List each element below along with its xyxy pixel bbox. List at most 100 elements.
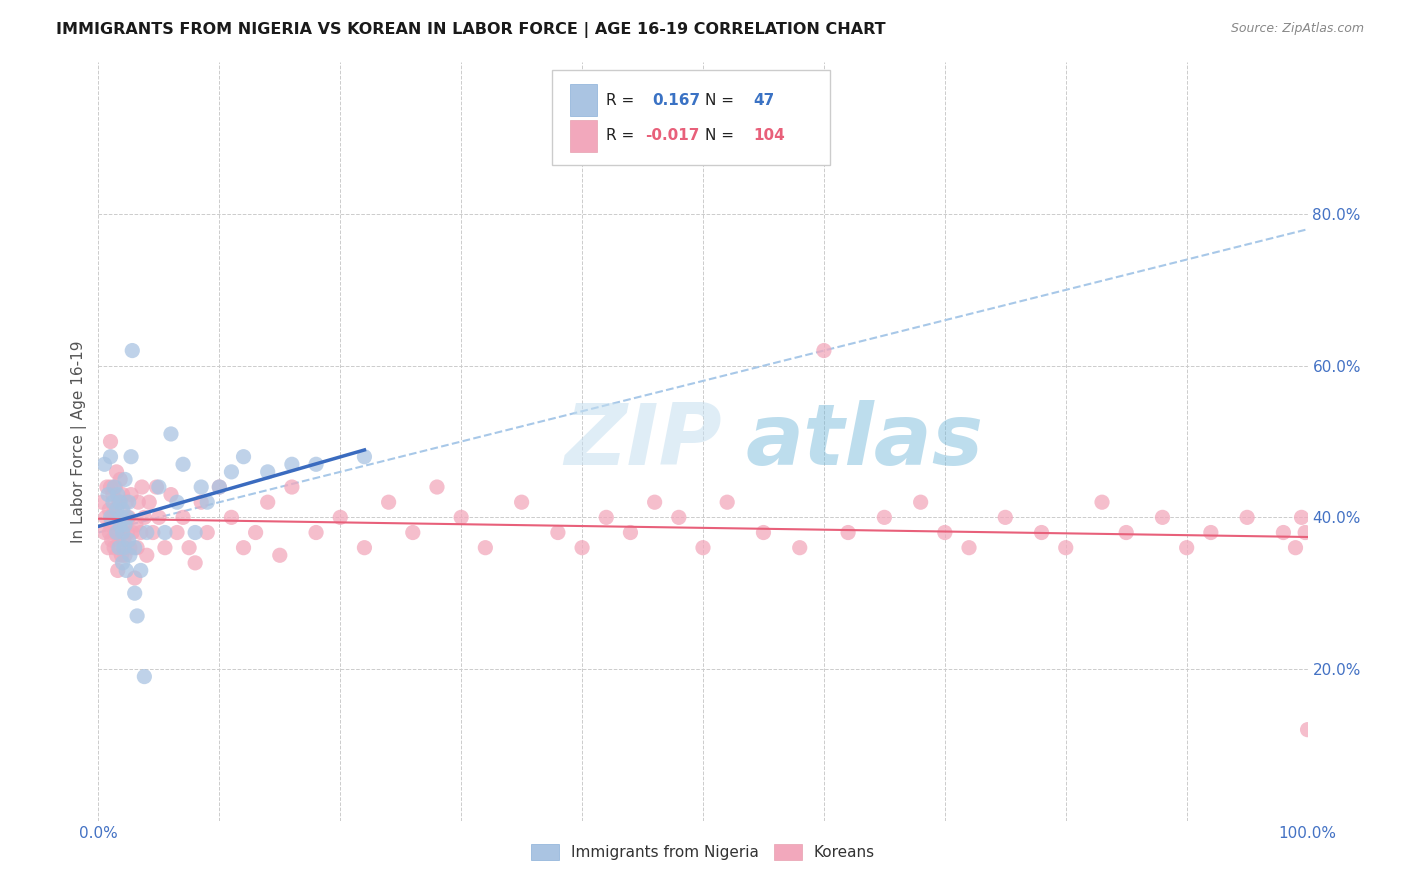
Point <box>1115 525 1137 540</box>
Point <box>668 510 690 524</box>
Point <box>595 510 617 524</box>
Point <box>135 548 157 563</box>
Point <box>112 533 135 548</box>
Point <box>108 533 131 548</box>
Point <box>98 503 121 517</box>
Point <box>353 541 375 555</box>
Text: 0.167: 0.167 <box>652 93 700 108</box>
Text: IMMIGRANTS FROM NIGERIA VS KOREAN IN LABOR FORCE | AGE 16-19 CORRELATION CHART: IMMIGRANTS FROM NIGERIA VS KOREAN IN LAB… <box>56 22 886 38</box>
Point <box>129 525 152 540</box>
Point <box>256 495 278 509</box>
Point <box>571 541 593 555</box>
Point <box>138 495 160 509</box>
Point <box>269 548 291 563</box>
Point <box>98 525 121 540</box>
Point <box>195 525 218 540</box>
Point <box>129 564 152 578</box>
Point <box>134 669 156 683</box>
Point <box>184 525 207 540</box>
Point <box>281 480 304 494</box>
Point <box>190 480 212 494</box>
Point <box>105 548 128 563</box>
Point <box>1091 495 1114 509</box>
Point <box>127 608 149 623</box>
Point <box>120 450 142 464</box>
Point <box>208 480 231 494</box>
Point <box>101 510 124 524</box>
Point <box>114 473 136 487</box>
Point <box>131 480 153 494</box>
Point <box>103 480 125 494</box>
Point <box>1272 525 1295 540</box>
Point <box>1236 510 1258 524</box>
Point <box>121 525 143 540</box>
Point <box>108 541 131 555</box>
Point <box>160 427 183 442</box>
Point <box>107 564 129 578</box>
Point <box>353 450 375 464</box>
Point <box>125 517 148 532</box>
Point <box>114 510 136 524</box>
Point <box>145 480 167 494</box>
Point <box>100 434 122 449</box>
Point <box>121 343 143 358</box>
Point <box>256 465 278 479</box>
Point <box>110 548 132 563</box>
Point <box>107 487 129 501</box>
Point <box>450 510 472 524</box>
Point <box>1199 525 1222 540</box>
Point <box>100 517 122 532</box>
Point <box>837 525 859 540</box>
Point <box>474 541 496 555</box>
Point <box>1031 525 1053 540</box>
Point <box>107 525 129 540</box>
Point <box>91 495 114 509</box>
Point <box>105 510 128 524</box>
Text: ZIP: ZIP <box>564 400 721 483</box>
Point <box>101 487 124 501</box>
Text: 47: 47 <box>754 93 775 108</box>
Point <box>153 525 176 540</box>
Point <box>329 510 352 524</box>
Point <box>112 541 135 555</box>
Point <box>120 487 142 501</box>
Point <box>118 533 141 548</box>
Point <box>957 541 980 555</box>
Point <box>1291 510 1313 524</box>
Point <box>644 495 666 509</box>
Point <box>100 533 122 548</box>
Point <box>124 571 146 585</box>
Point <box>305 458 328 472</box>
Point <box>510 495 533 509</box>
FancyBboxPatch shape <box>569 85 596 116</box>
Point <box>93 525 115 540</box>
FancyBboxPatch shape <box>569 120 596 152</box>
Point <box>166 495 188 509</box>
Point <box>619 525 641 540</box>
Text: Source: ZipAtlas.com: Source: ZipAtlas.com <box>1230 22 1364 36</box>
Point <box>104 525 127 540</box>
Point <box>111 503 134 517</box>
Point <box>232 450 254 464</box>
Point <box>114 548 136 563</box>
Point <box>118 548 141 563</box>
Point <box>117 525 139 540</box>
Point <box>105 503 128 517</box>
Point <box>108 495 131 509</box>
Text: -0.017: -0.017 <box>645 128 699 144</box>
Point <box>108 517 131 532</box>
Point <box>111 487 134 501</box>
Point <box>994 510 1017 524</box>
Point <box>111 556 134 570</box>
FancyBboxPatch shape <box>551 70 830 165</box>
Text: 104: 104 <box>754 128 786 144</box>
Point <box>281 458 304 472</box>
Point <box>1152 510 1174 524</box>
Point <box>1054 541 1077 555</box>
Point <box>100 510 122 524</box>
Point <box>547 525 569 540</box>
Point <box>166 525 188 540</box>
Point <box>124 586 146 600</box>
Point <box>100 480 122 494</box>
Point <box>377 495 399 509</box>
